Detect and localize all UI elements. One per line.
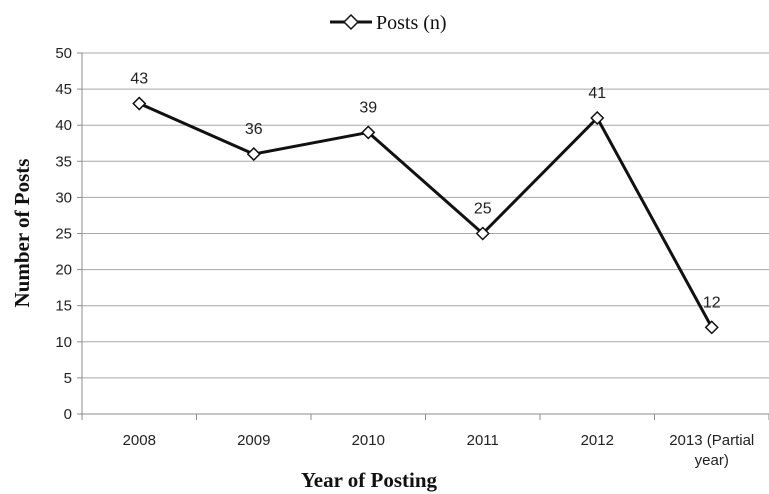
y-tick-label: 35 (55, 153, 72, 170)
y-tick-label: 30 (55, 189, 72, 206)
x-tick-label: 2013 (Partial year) (669, 432, 754, 469)
data-label: 25 (474, 201, 492, 218)
data-label: 43 (130, 71, 148, 88)
x-tick-label-line: 2010 (352, 432, 385, 449)
y-axis-ticks: 0 5 10 15 20 25 30 35 40 45 50 (55, 45, 82, 423)
x-tick-label-line: year) (695, 452, 729, 469)
y-tick-label: 10 (55, 334, 72, 351)
x-tick-label-line: 2009 (237, 432, 270, 449)
x-tick-label: 2010 (352, 432, 385, 449)
y-tick-label: 5 (64, 370, 72, 387)
data-point-marker (246, 147, 261, 162)
y-tick-label: 25 (55, 226, 72, 243)
data-point-marker (132, 96, 147, 111)
data-label: 41 (588, 85, 606, 102)
legend-marker-diamond (342, 13, 360, 31)
x-tick-label-line: 2012 (581, 432, 614, 449)
series-posts: 43 36 39 25 41 12 (130, 71, 721, 335)
data-point-marker (475, 226, 490, 241)
data-label: 36 (245, 121, 263, 138)
y-tick-label: 15 (55, 298, 72, 315)
gridlines (82, 52, 769, 379)
x-tick-label: 2009 (237, 432, 270, 449)
y-tick-label: 50 (55, 45, 72, 62)
x-tick-label: 2012 (581, 432, 614, 449)
x-tick-label: 2008 (123, 432, 156, 449)
data-point-marker (704, 320, 719, 335)
x-tick-label-line: 2011 (467, 432, 499, 449)
y-axis-title: Number of Posts (10, 159, 34, 308)
data-label: 12 (703, 294, 721, 311)
series-line-posts (138, 102, 714, 329)
y-tick-label: 20 (55, 262, 72, 279)
x-tick-label-line: 2008 (123, 432, 156, 449)
x-axis: 2008 2009 2010 2011 2012 2013 (Partial year) (81, 53, 769, 469)
legend-label: Posts (n) (376, 12, 447, 34)
y-tick-label: 45 (55, 81, 72, 98)
x-tick-label-line: 2013 (Partial (669, 432, 754, 449)
y-tick-label: 40 (55, 117, 72, 134)
y-tick-label: 0 (64, 406, 72, 423)
data-point-marker (590, 110, 605, 126)
data-point-marker (361, 125, 376, 140)
legend: Posts (n) (330, 12, 447, 34)
x-axis-title: Year of Posting (301, 468, 438, 492)
x-tick-label: 2011 (467, 432, 499, 449)
data-label: 39 (359, 99, 377, 116)
